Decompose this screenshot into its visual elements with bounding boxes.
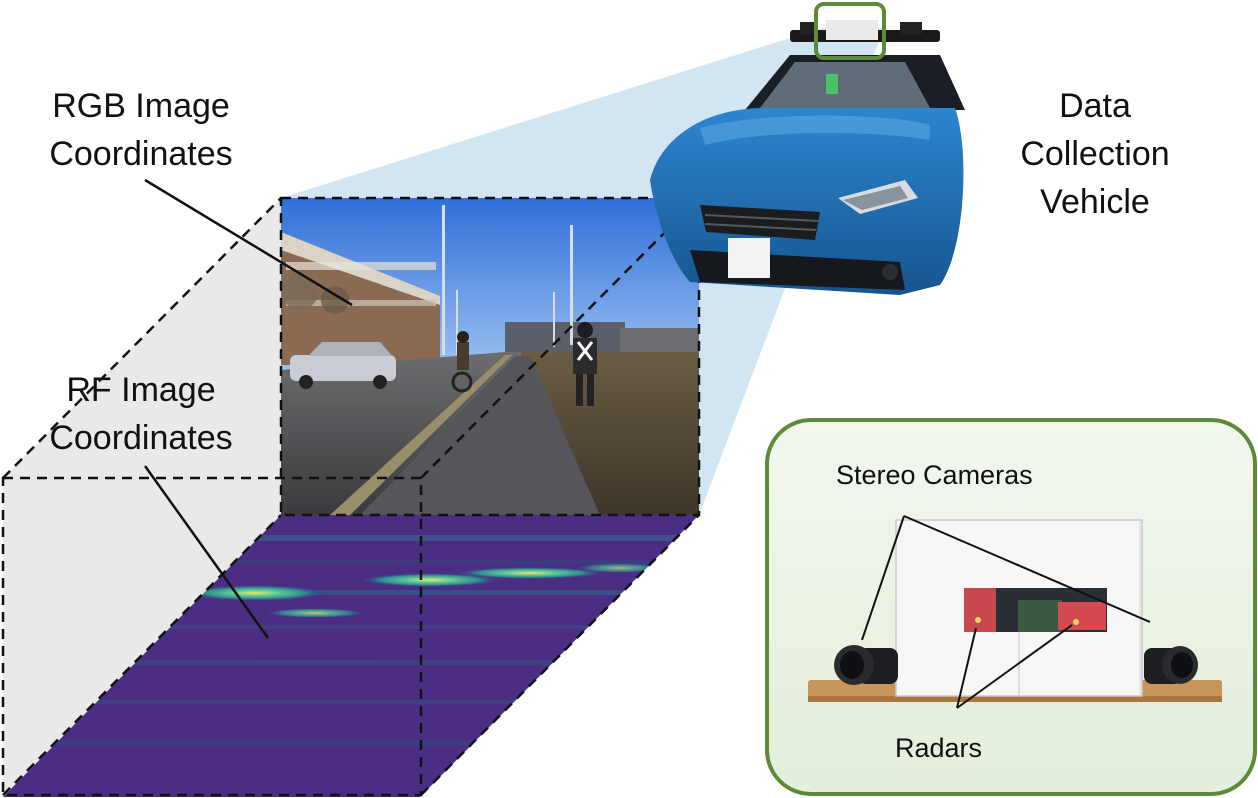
radars-label: Radars — [895, 733, 983, 763]
rf-pointer-line — [143, 465, 270, 639]
rgb-pointer-line — [144, 178, 353, 307]
pedestrian — [573, 322, 597, 406]
rgb-label-line-1: RGB Image — [52, 87, 230, 125]
parked-car — [290, 342, 396, 389]
vehicle-label-line-3: Vehicle — [1040, 183, 1150, 221]
rf-label-line-1: RF Image — [66, 371, 216, 409]
rgb-label-line-2: Coordinates — [49, 135, 233, 173]
vehicle-label-line-2: Collection — [1020, 135, 1170, 173]
sensor-highlight-box — [814, 2, 886, 60]
vehicle-label-line-1: Data — [1059, 87, 1131, 125]
data-collection-vehicle-label: Data Collection Vehicle — [990, 82, 1200, 226]
cyclist — [451, 331, 473, 393]
rgb-image-coordinates-label: RGB Image Coordinates — [16, 82, 266, 178]
data-collection-vehicle — [650, 2, 965, 295]
box-left-face — [3, 198, 281, 797]
coordinate-box-outline — [1, 196, 701, 797]
stereo-cameras-label: Stereo Cameras — [836, 460, 1033, 490]
sensor-rig-inset — [765, 418, 1257, 796]
rgb-camera-image — [281, 198, 699, 515]
rf-image-coordinates-label: RF Image Coordinates — [16, 366, 266, 462]
rf-label-line-2: Coordinates — [49, 419, 233, 457]
